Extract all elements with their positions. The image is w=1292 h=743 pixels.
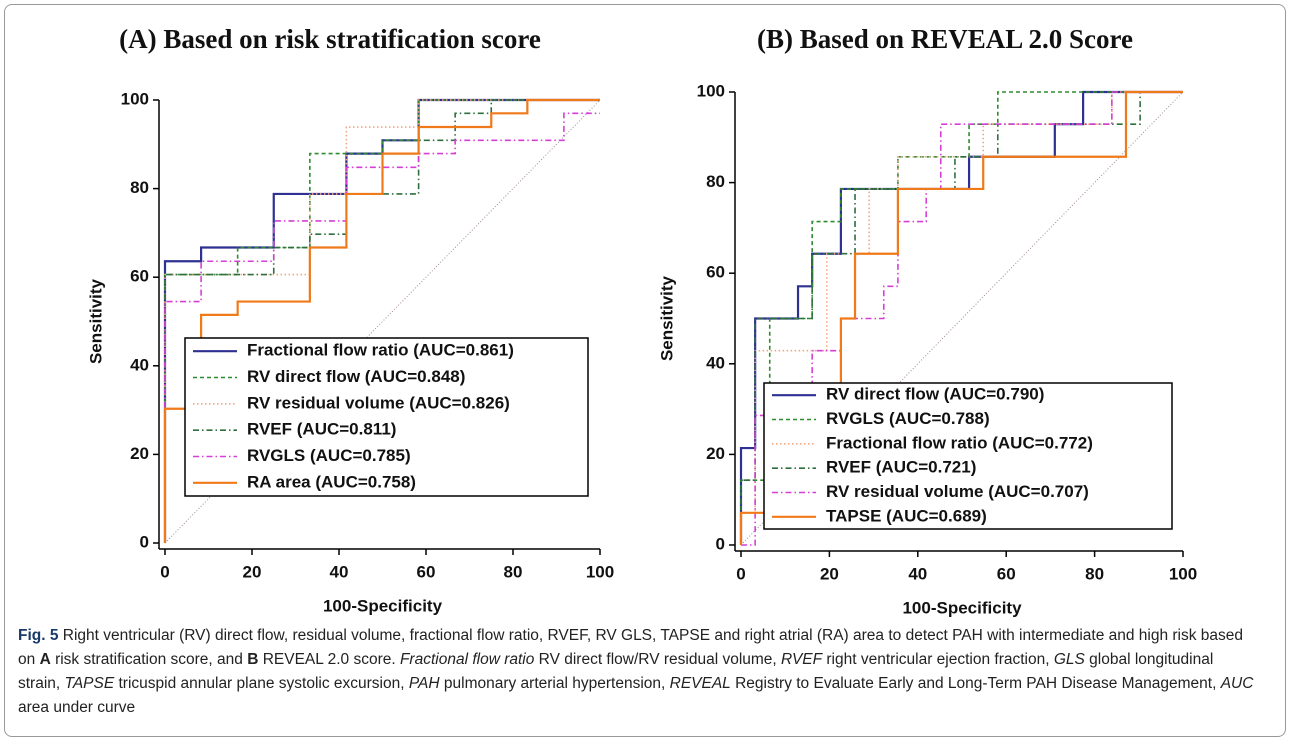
caption: Fig. 5 Right ventricular (RV) direct flo…	[18, 624, 1258, 720]
caption-text: A	[39, 651, 51, 668]
y-tick-label: 80	[706, 172, 725, 191]
legend-label: RA area (AUC=0.758)	[247, 472, 416, 491]
caption-text: RVEF	[781, 651, 823, 668]
y-tick-label: 100	[697, 81, 725, 100]
legend-label: RVGLS (AUC=0.788)	[826, 409, 990, 428]
roc-curve	[164, 99, 600, 543]
caption-text: RV direct flow/RV residual volume,	[534, 651, 782, 668]
y-axis-label: Sensitivity	[86, 278, 105, 364]
y-tick-label: 80	[130, 178, 149, 197]
caption-text: Registry to Evaluate Early and Long-Term…	[730, 675, 1221, 692]
legend-label: Fractional flow ratio (AUC=0.772)	[826, 433, 1093, 452]
x-tick-label: 40	[330, 562, 349, 581]
caption-text: risk stratification score, and	[50, 651, 248, 668]
chart-title: (A) Based on risk stratification score	[119, 24, 541, 54]
x-tick-label: 80	[1085, 564, 1104, 583]
legend-box	[763, 382, 1173, 530]
caption-text: GLS	[1053, 651, 1085, 668]
x-tick-label: 60	[997, 564, 1016, 583]
caption-text: AUC	[1220, 675, 1254, 692]
x-tick-label: 100	[586, 562, 614, 581]
legend-label: RV residual volume (AUC=0.707)	[826, 482, 1089, 501]
legend-label: RVGLS (AUC=0.785)	[247, 446, 411, 465]
y-tick-label: 100	[121, 89, 149, 108]
x-tick-label: 20	[820, 564, 839, 583]
legend-label: RVEF (AUC=0.721)	[826, 458, 976, 477]
y-tick-label: 20	[706, 444, 725, 463]
legend-label: RV direct flow (AUC=0.848)	[247, 367, 465, 386]
x-tick-label: 20	[243, 562, 262, 581]
y-tick-label: 20	[130, 444, 149, 463]
y-tick-label: 40	[130, 355, 149, 374]
legend-label: Fractional flow ratio (AUC=0.861)	[247, 341, 514, 360]
roc-curve	[164, 112, 600, 543]
x-tick-label: 60	[417, 562, 436, 581]
caption-text: PAH	[408, 675, 440, 692]
legend-box	[184, 337, 589, 497]
caption-text: global longitudinal strain,	[18, 651, 1214, 692]
roc-curve	[163, 98, 600, 543]
caption-text: Fractional flow ratio	[399, 651, 535, 668]
caption-text: TAPSE	[64, 675, 115, 692]
charts: (A) Based on risk stratification score 0 2…	[86, 24, 1197, 617]
x-tick-label: 0	[736, 564, 745, 583]
caption-text: REVEAL 2.0 score.	[258, 651, 400, 668]
x-axis-label: 100-Specificity	[902, 598, 1022, 617]
y-tick-label: 0	[716, 534, 725, 553]
legend-label: TAPSE (AUC=0.689)	[826, 506, 987, 525]
caption-text: right ventricular ejection fraction,	[822, 651, 1054, 668]
chart-title: (B) Based on REVEAL 2.0 Score	[757, 24, 1133, 54]
y-tick-label: 60	[130, 267, 149, 286]
caption-text: REVEAL	[669, 675, 731, 692]
x-tick-label: 80	[504, 562, 523, 581]
y-axis-label: Sensitivity	[657, 275, 676, 361]
caption-text: pulmonary arterial hypertension,	[439, 675, 670, 692]
x-axis-label: 100-Specificity	[323, 596, 443, 615]
figure-frame	[4, 4, 1286, 737]
caption-text: tricuspid annular plane systolic excursi…	[114, 675, 409, 692]
legend-label: RV direct flow (AUC=0.790)	[826, 385, 1044, 404]
legend: RV direct flow (AUC=0.790) RVGLS (AUC=0.7…	[763, 382, 1173, 530]
caption-text: B	[247, 651, 259, 668]
y-tick-label: 60	[706, 263, 725, 282]
legend-label: RVEF (AUC=0.811)	[247, 420, 396, 439]
y-tick-label: 40	[706, 353, 725, 372]
caption-label: Fig. 5	[18, 627, 59, 644]
legend: Fractional flow ratio (AUC=0.861) RV dire…	[184, 337, 589, 497]
caption-text: Right ventricular (RV) direct flow, resi…	[18, 627, 1244, 668]
x-tick-label: 40	[908, 564, 927, 583]
x-tick-label: 100	[1169, 564, 1197, 583]
caption-text: area under curve	[18, 699, 136, 716]
x-tick-label: 0	[160, 562, 169, 581]
legend-label: RV residual volume (AUC=0.826)	[247, 393, 510, 412]
y-tick-label: 0	[140, 532, 149, 551]
